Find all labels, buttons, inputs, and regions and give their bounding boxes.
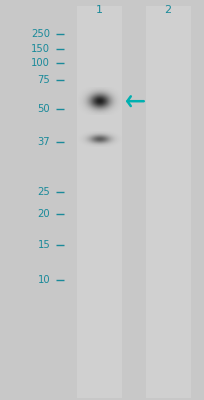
Bar (145, 6, 190, 398)
Text: 250: 250 (31, 29, 50, 39)
Text: 2: 2 (164, 6, 171, 16)
Text: 37: 37 (37, 137, 50, 147)
Text: 25: 25 (37, 187, 50, 197)
Text: 150: 150 (31, 44, 50, 54)
Text: 20: 20 (37, 209, 50, 218)
Text: 75: 75 (37, 75, 50, 85)
Text: 50: 50 (37, 104, 50, 114)
Text: 15: 15 (37, 240, 50, 250)
Text: 10: 10 (37, 275, 50, 285)
Bar (76, 6, 121, 398)
Text: 100: 100 (31, 58, 50, 68)
Text: 1: 1 (95, 6, 102, 16)
